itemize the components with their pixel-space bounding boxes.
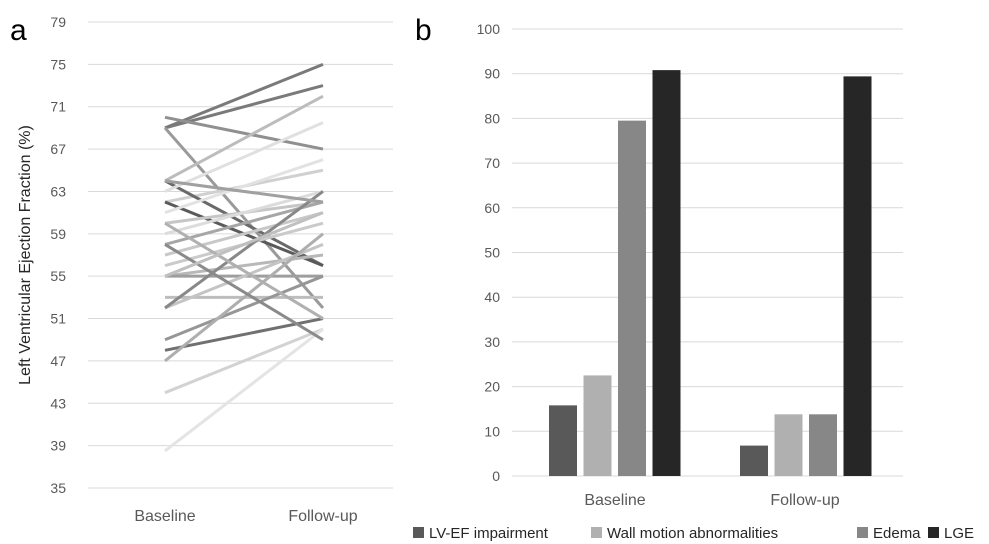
y-tick-label: 20 xyxy=(484,379,500,395)
x-category-labels: Baseline Follow-up xyxy=(134,508,357,525)
bar-chart-panel: b 0 10 20 30 40 50 60 70 80 90 100 Baseline Follow-… xyxy=(413,14,974,542)
y-tick-label: 71 xyxy=(50,99,66,115)
patient-line xyxy=(164,94,324,183)
patient-line xyxy=(164,211,324,257)
y-tick-labels: 35 39 43 47 51 55 59 63 67 71 75 79 xyxy=(50,14,66,496)
patient-line xyxy=(164,221,324,320)
y-tick-label: 80 xyxy=(484,110,500,126)
y-tick-label: 0 xyxy=(492,468,500,484)
y-axis-label: Left Ventricular Ejection Fraction (%) xyxy=(17,125,34,385)
x-category-label: Baseline xyxy=(584,492,645,509)
panel-label-a: a xyxy=(10,14,27,47)
legend-label: Wall motion abnormalities xyxy=(607,525,778,542)
bar xyxy=(618,120,646,476)
y-gridlines xyxy=(512,28,903,477)
y-tick-label: 10 xyxy=(484,423,500,439)
legend: LV-EF impairment Wall motion abnormalitie… xyxy=(413,525,974,542)
legend-swatch xyxy=(413,527,424,538)
y-tick-label: 47 xyxy=(50,353,66,369)
legend-swatch xyxy=(591,527,602,538)
legend-swatch xyxy=(928,527,939,538)
patient-line xyxy=(164,274,324,342)
legend-swatch xyxy=(857,527,868,538)
y-tick-label: 79 xyxy=(50,14,66,30)
bar xyxy=(583,375,612,476)
line-chart-panel: a 35 39 43 47 51 55 59 63 67 71 75 79 Baseline Follo… xyxy=(10,14,393,525)
patient-line xyxy=(164,84,324,130)
bar xyxy=(809,414,837,476)
y-gridlines xyxy=(88,21,393,489)
y-tick-label: 67 xyxy=(50,141,66,157)
x-category-label: Follow-up xyxy=(288,508,357,525)
panel-label-b: b xyxy=(415,14,432,47)
patient-line xyxy=(164,253,324,278)
patient-line xyxy=(164,115,324,151)
bar xyxy=(652,70,681,477)
y-tick-label: 30 xyxy=(484,334,500,350)
patient-line xyxy=(164,327,324,453)
y-tick-label: 75 xyxy=(50,56,66,72)
x-category-labels: Baseline Follow-up xyxy=(584,492,839,509)
y-tick-label: 50 xyxy=(484,245,500,261)
patient-line xyxy=(163,126,325,309)
y-tick-label: 100 xyxy=(477,21,501,37)
legend-label: LGE xyxy=(944,525,974,542)
patient-line xyxy=(164,232,324,363)
y-tick-label: 39 xyxy=(50,438,66,454)
patient-line xyxy=(164,179,324,204)
y-tick-label: 59 xyxy=(50,226,66,242)
patient-line xyxy=(164,243,324,342)
y-tick-labels: 0 10 20 30 40 50 60 70 80 90 100 xyxy=(477,21,501,484)
patient-line xyxy=(164,327,324,395)
bar xyxy=(774,414,803,476)
bar xyxy=(843,76,872,476)
patient-lines xyxy=(163,62,325,453)
legend-label: LV-EF impairment xyxy=(429,525,549,542)
patient-line xyxy=(164,158,324,215)
patient-line xyxy=(164,190,324,310)
x-category-label: Baseline xyxy=(134,508,195,525)
y-tick-label: 63 xyxy=(50,183,66,199)
patient-line xyxy=(164,211,324,278)
bars xyxy=(549,70,872,477)
y-tick-label: 43 xyxy=(50,395,66,411)
x-category-label: Follow-up xyxy=(770,492,839,509)
y-tick-label: 60 xyxy=(484,200,500,216)
y-tick-label: 51 xyxy=(50,311,66,327)
y-tick-label: 90 xyxy=(484,66,500,82)
y-tick-label: 70 xyxy=(484,155,500,171)
patient-line xyxy=(164,62,324,130)
bar xyxy=(740,445,768,476)
y-tick-label: 35 xyxy=(50,480,66,496)
patient-line xyxy=(164,121,324,193)
legend-label: Edema xyxy=(873,525,921,542)
bar xyxy=(549,405,577,476)
y-tick-label: 40 xyxy=(484,289,500,305)
y-tick-label: 55 xyxy=(50,268,66,284)
